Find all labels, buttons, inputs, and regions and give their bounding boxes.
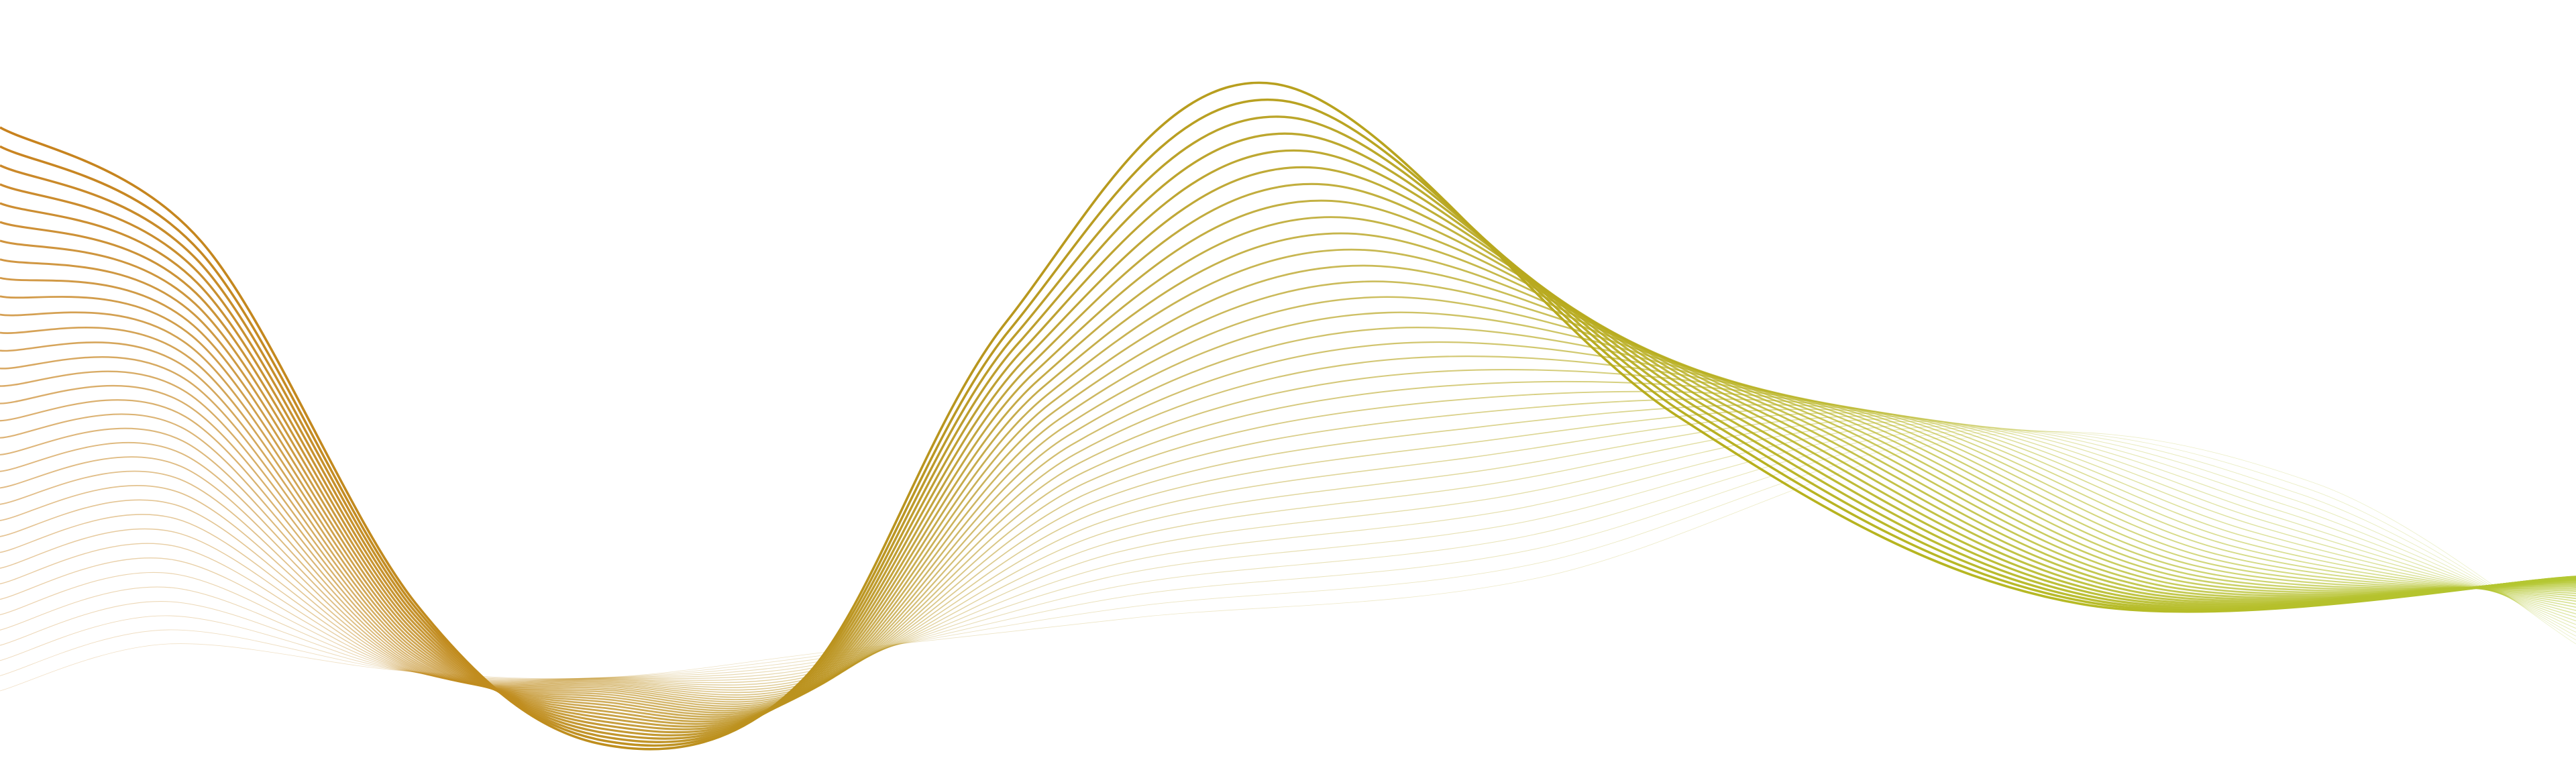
wave-line-group — [0, 81, 2576, 751]
wave-line — [0, 115, 2576, 743]
wave-line — [0, 381, 2576, 701]
wave-line — [0, 409, 2576, 691]
wave-line — [0, 166, 2576, 734]
wave-line — [0, 296, 2576, 714]
wave-line — [0, 429, 2576, 680]
wave-line — [0, 369, 2576, 703]
wave-line — [0, 98, 2576, 747]
wave-line — [0, 431, 2576, 692]
wave-line — [0, 199, 2576, 728]
wave-line — [0, 418, 2576, 684]
wave-line — [0, 421, 2576, 683]
wave-line — [0, 423, 2576, 682]
wave-line — [0, 149, 2576, 737]
wave-line — [0, 427, 2576, 680]
wave-line — [0, 81, 2576, 751]
wave-line — [0, 182, 2576, 730]
wave-line — [0, 412, 2576, 688]
wave-line — [0, 415, 2576, 686]
wave-line — [0, 232, 2576, 723]
wave-line — [0, 356, 2576, 705]
wave-line — [0, 425, 2576, 681]
wave-line — [0, 430, 2576, 679]
wave-line — [0, 404, 2576, 694]
wave-line — [0, 311, 2576, 712]
wave-line — [0, 248, 2576, 720]
wave-line — [0, 280, 2576, 716]
wave-line — [0, 341, 2576, 708]
wave-line — [0, 132, 2576, 740]
wave-line — [0, 216, 2576, 725]
wave-line — [0, 327, 2576, 710]
wave-line — [0, 398, 2576, 696]
wave-line — [0, 264, 2576, 718]
wave-line — [0, 390, 2576, 698]
